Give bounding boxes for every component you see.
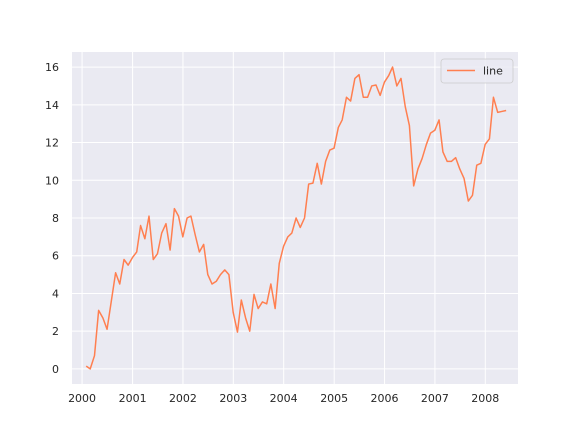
- x-tick-label: 2001: [119, 392, 147, 405]
- grid: [72, 52, 518, 384]
- y-tick-label: 14: [45, 99, 59, 112]
- x-tick-label: 2002: [169, 392, 197, 405]
- y-tick-label: 0: [52, 363, 59, 376]
- series-layer: [85, 66, 507, 370]
- legend-label: line: [483, 65, 503, 78]
- y-tick-label: 12: [45, 137, 59, 150]
- x-tick-label: 2003: [219, 392, 247, 405]
- y-tick-label: 10: [45, 174, 59, 187]
- y-tick-label: 2: [52, 325, 59, 338]
- x-tick-label: 2006: [371, 392, 399, 405]
- legend: line: [440, 58, 514, 84]
- x-tick-label: 2007: [421, 392, 449, 405]
- tick-labels: 2000 2001 2002 2003 2004 2005 2006 2007 2008 0 2 4 6…: [45, 61, 499, 405]
- y-tick-label: 4: [52, 287, 59, 300]
- x-tick-label: 2000: [68, 392, 96, 405]
- x-tick-label: 2005: [320, 392, 348, 405]
- x-tick-label: 2004: [270, 392, 298, 405]
- y-tick-label: 8: [52, 212, 59, 225]
- y-tick-label: 6: [52, 250, 59, 263]
- legend-box: [440, 58, 514, 84]
- series-line: [85, 66, 507, 370]
- y-tick-label: 16: [45, 61, 59, 74]
- x-tick-label: 2008: [471, 392, 499, 405]
